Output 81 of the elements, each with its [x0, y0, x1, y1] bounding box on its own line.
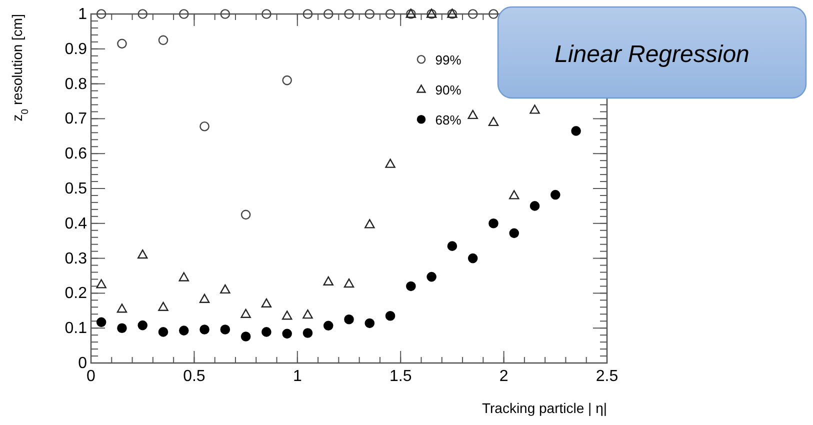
point [323, 320, 334, 331]
point [488, 116, 499, 126]
point [344, 278, 354, 288]
legend-label: 99% [435, 52, 462, 68]
y-tick-label: 0.6 [64, 146, 88, 163]
point [117, 323, 127, 333]
point [178, 326, 189, 336]
point [96, 317, 106, 328]
y-tick-label: 0.9 [64, 40, 88, 58]
point [282, 310, 292, 320]
point [302, 328, 313, 338]
y-tick-label: 0.5 [64, 180, 88, 198]
x-tick-label: 1.5 [389, 368, 412, 385]
point [302, 310, 313, 319]
point [240, 210, 251, 220]
point [323, 9, 334, 19]
point [178, 9, 189, 19]
point [344, 9, 354, 19]
point [426, 272, 436, 282]
y-tick-label: 0.1 [64, 320, 88, 338]
point [220, 284, 230, 294]
point [240, 308, 251, 318]
point [240, 332, 251, 342]
point [199, 294, 210, 303]
point [385, 310, 396, 321]
point [468, 9, 478, 19]
point [406, 281, 416, 292]
point [117, 38, 127, 49]
point [96, 9, 106, 19]
x-tick-label: 2 [499, 368, 508, 385]
point [116, 304, 128, 313]
point [344, 314, 354, 324]
point [385, 9, 396, 19]
point [550, 190, 560, 200]
point [262, 9, 272, 19]
x-tick-label: 2.5 [596, 368, 618, 385]
point [364, 318, 375, 328]
y-tick-label: 0.4 [64, 215, 88, 232]
point [137, 249, 148, 259]
point [158, 302, 168, 311]
legend-label: 68% [435, 112, 462, 128]
point [530, 201, 540, 211]
point [302, 9, 313, 19]
point [200, 324, 210, 334]
point [282, 328, 292, 339]
annotation: Linear Regression [554, 41, 750, 68]
point [364, 219, 375, 228]
point [488, 9, 498, 19]
point [220, 324, 230, 334]
point [262, 327, 272, 337]
y-tick-label: 0 [78, 355, 88, 372]
point [96, 279, 106, 288]
point [323, 276, 334, 286]
point [138, 9, 148, 19]
x-tick-label: 0.5 [183, 368, 206, 385]
point [158, 35, 168, 46]
y-tick-label: 0.3 [64, 250, 88, 268]
point [488, 218, 498, 228]
y-tick-label: 1 [78, 6, 88, 23]
point [468, 110, 478, 120]
point [282, 75, 292, 86]
point [468, 253, 478, 264]
point [385, 158, 396, 168]
legend-label: 90% [435, 82, 462, 98]
y-tick-label: 0.7 [64, 110, 88, 128]
point [138, 320, 148, 330]
y-tick-label: 0.2 [64, 285, 88, 302]
point [178, 272, 189, 282]
point [364, 9, 375, 19]
point [509, 228, 520, 238]
point [261, 298, 272, 308]
x-tick-label: 1 [292, 368, 302, 385]
x-axis-title: Tracking particle | η| [482, 400, 607, 416]
point [200, 121, 210, 132]
point [530, 104, 540, 114]
point [509, 190, 520, 200]
point [158, 327, 168, 337]
point [220, 9, 230, 19]
point [571, 126, 581, 136]
point [447, 241, 458, 251]
y-tick-label: 0.8 [64, 76, 88, 93]
